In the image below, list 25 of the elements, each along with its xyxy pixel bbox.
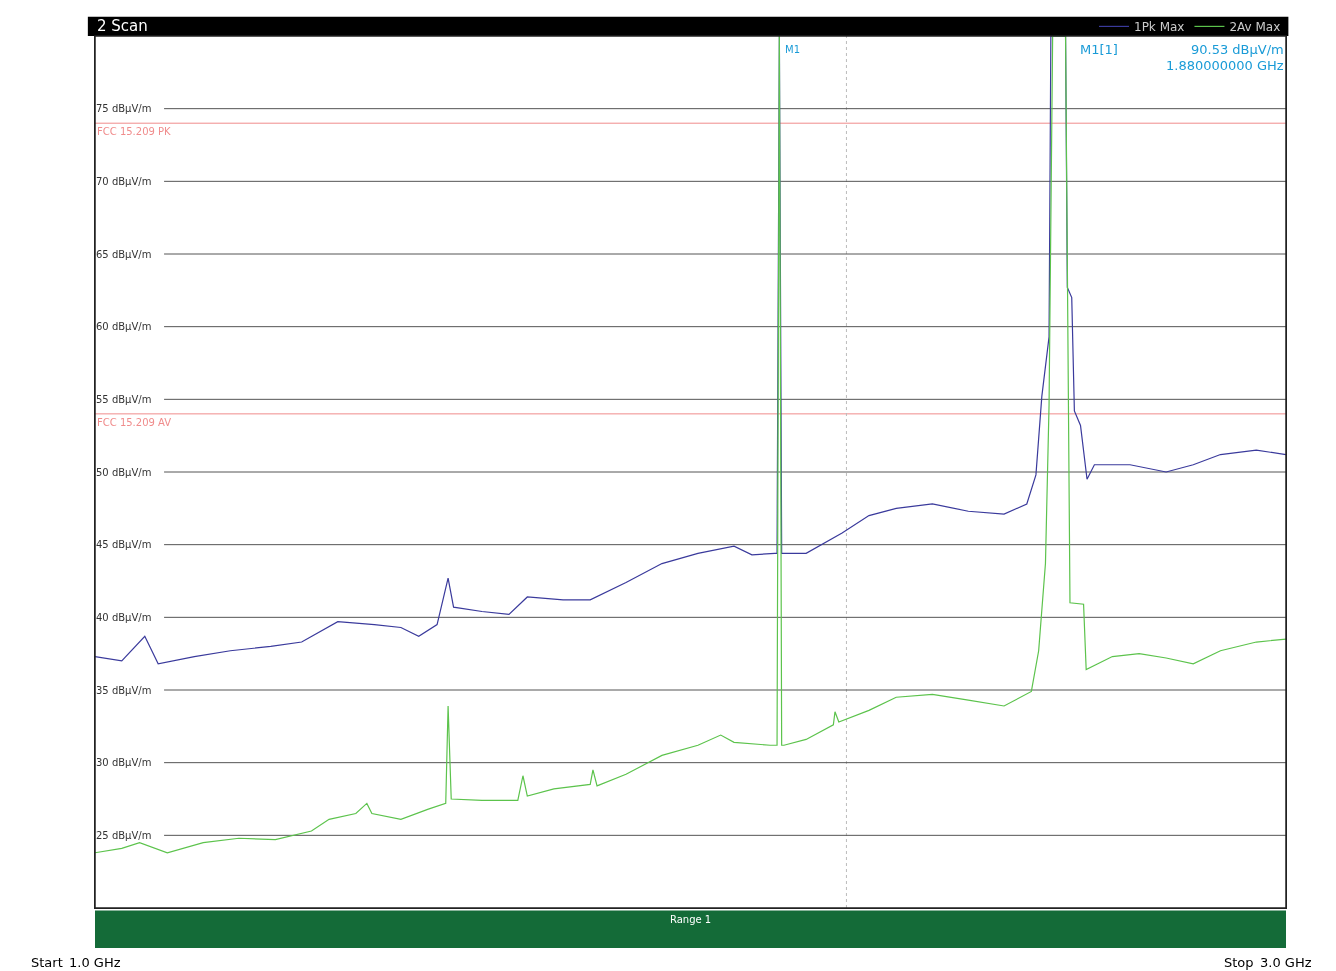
text: Start <box>31 955 63 970</box>
x-tick-label: 3.0 GHz <box>1260 955 1312 970</box>
y-tick-label: 70 dBµV/m <box>96 175 152 187</box>
y-tick-label: 75 dBµV/m <box>96 103 152 115</box>
legend-label: 2Av Max <box>1229 20 1281 35</box>
legend-label: 1Pk Max <box>1134 20 1185 35</box>
text: Stop <box>1224 955 1254 970</box>
ref-line-label: FCC 15.209 AV <box>97 417 172 428</box>
ref-line-label: FCC 15.209 PK <box>97 126 172 137</box>
x-tick-label: 1.0 GHz <box>69 955 121 970</box>
y-tick-label: 65 dBµV/m <box>96 248 152 260</box>
chart-title: 2 Scan <box>97 17 148 35</box>
y-tick-label: 25 dBµV/m <box>96 829 152 841</box>
y-tick-label: 30 dBµV/m <box>96 757 152 769</box>
annotation: 90.53 dBµV/m <box>1191 42 1284 57</box>
y-tick-label: 55 dBµV/m <box>96 393 152 405</box>
y-tick-label: 60 dBµV/m <box>96 321 152 333</box>
y-tick-label: 40 dBµV/m <box>96 611 152 623</box>
annotation: M1 <box>785 44 800 55</box>
y-tick-label: 45 dBµV/m <box>96 539 152 551</box>
text: Range 1 <box>670 914 712 925</box>
y-tick-label: 35 dBµV/m <box>96 684 152 696</box>
y-tick-label: 50 dBµV/m <box>96 466 152 478</box>
annotation: M1[1] <box>1080 42 1118 57</box>
annotation: 1.880000000 GHz <box>1166 58 1284 73</box>
